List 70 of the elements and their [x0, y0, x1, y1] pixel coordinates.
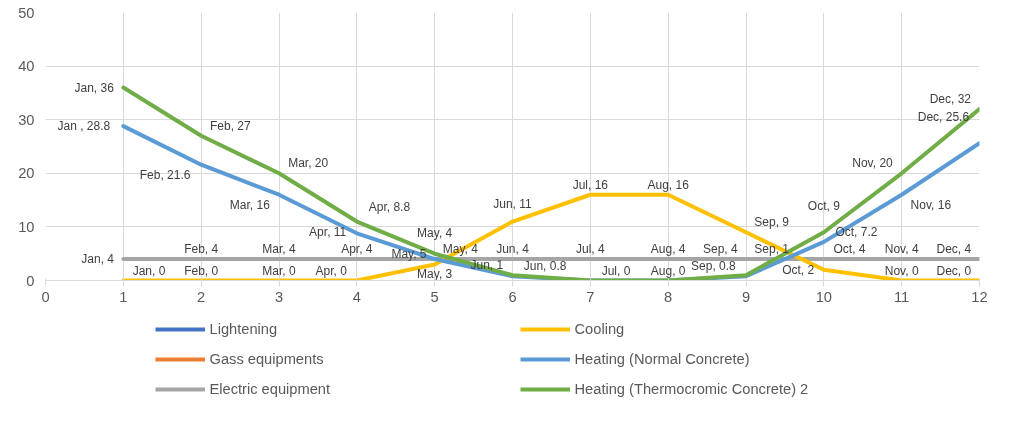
data-label: Mar, 4: [262, 242, 296, 257]
x-tick-label: 0: [41, 288, 50, 305]
data-label: Jul, 0: [601, 263, 631, 278]
data-label: Mar, 20: [288, 156, 329, 171]
data-label: Mar, 16: [229, 197, 271, 212]
data-label: May, 3: [417, 267, 453, 282]
x-tick-label: 2: [197, 288, 206, 305]
data-label: Jul, 16: [572, 177, 609, 192]
data-label: Jan, 0: [132, 263, 166, 278]
data-label: Oct, 9: [807, 199, 841, 214]
data-label: Dec, 4: [936, 242, 972, 257]
data-label: Nov, 16: [910, 197, 952, 212]
x-tick-label: 11: [894, 288, 910, 305]
x-tick-label: 10: [815, 288, 832, 305]
legend-label: Electric equipment: [209, 381, 332, 397]
data-label: Dec, 32: [929, 91, 972, 106]
data-label: Jun, 11: [493, 196, 533, 211]
line-series: [121, 192, 980, 281]
data-label: Dec, 0: [936, 263, 972, 278]
x-tick-label: 1: [119, 288, 128, 305]
x-tick-label: 6: [508, 288, 517, 305]
x-tick-label: 8: [664, 288, 673, 305]
legend-label: Heating (Thermocromic Concrete) 2: [574, 381, 810, 397]
y-tick-label: 10: [18, 218, 35, 235]
data-label: Jun, 4: [496, 242, 530, 257]
data-label: Jan, 4: [81, 252, 115, 267]
data-label: Sep, 4: [702, 242, 738, 257]
data-label: Feb, 0: [184, 263, 219, 278]
data-label: Feb, 4: [184, 242, 219, 257]
data-label: Sep, 1: [754, 242, 790, 257]
data-label: Apr, 11: [309, 224, 347, 239]
x-tick-label: 3: [274, 288, 284, 305]
data-label: Jan, 36: [74, 80, 115, 95]
x-tick-label: 9: [741, 288, 751, 305]
data-label: Oct, 2: [782, 262, 815, 277]
data-label: May, 4: [417, 226, 453, 241]
data-label: Sep, 9: [754, 215, 790, 230]
data-label: Jul, 4: [575, 242, 605, 257]
data-label: Oct, 4: [833, 242, 866, 257]
legend-label: Heating (Normal Concrete): [574, 351, 751, 367]
x-tick-label: 4: [352, 288, 361, 305]
data-label: Sep, 0.8: [691, 259, 737, 274]
data-label: Nov, 4: [884, 242, 919, 257]
data-label: Apr, 4: [341, 242, 373, 257]
data-label: Nov, 20: [852, 156, 894, 171]
line-series: [121, 85, 980, 281]
data-label: Feb, 27: [209, 118, 251, 133]
y-tick-label: 30: [18, 111, 35, 128]
y-tick-label: 0: [26, 272, 35, 289]
data-label: Feb, 21.6: [139, 167, 191, 182]
legend-label: Lightening: [209, 321, 279, 337]
y-tick-label: 50: [18, 4, 35, 21]
data-label: Aug, 0: [650, 263, 686, 278]
data-label: Jun, 1: [470, 258, 504, 273]
data-label: Dec, 25.6: [917, 110, 970, 125]
data-label: Jun, 0.8: [523, 259, 567, 274]
x-tick-label: 7: [586, 288, 595, 305]
data-label: Apr, 8.8: [368, 200, 411, 215]
data-label: Apr, 0: [315, 263, 348, 278]
legend-label: Cooling: [574, 321, 626, 337]
data-label: Mar, 0: [262, 263, 296, 278]
x-tick-label: 5: [430, 288, 439, 305]
x-tick-label: 12: [971, 288, 988, 305]
y-tick-label: 40: [18, 58, 35, 75]
data-label: Aug, 4: [650, 242, 686, 257]
data-label: Nov, 0: [884, 263, 919, 278]
data-label: Aug, 16: [647, 177, 690, 192]
legend-label: Gass equipments: [209, 351, 325, 367]
data-label: Jan , 28.8: [57, 119, 111, 134]
y-tick-label: 20: [18, 165, 35, 182]
